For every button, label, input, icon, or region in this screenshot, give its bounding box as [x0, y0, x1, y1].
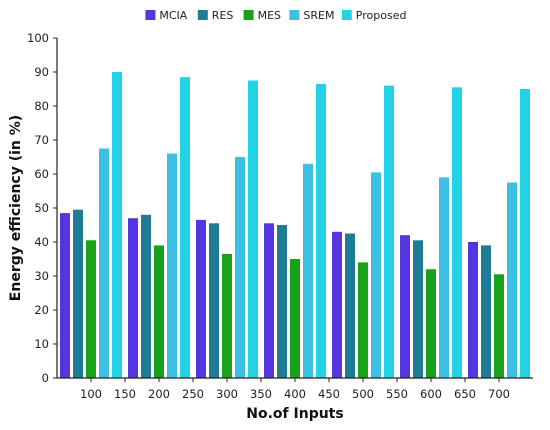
bar-res-500 [345, 233, 355, 378]
bar-res-200 [141, 214, 151, 378]
y-tick-label: 60 [34, 167, 49, 181]
x-tick-label: 350 [250, 387, 272, 401]
bar-srem-100 [99, 148, 109, 378]
bar-mes-700 [494, 274, 504, 378]
bar-mes-200 [154, 245, 164, 378]
bar-res-300 [209, 223, 219, 378]
bar-mes-300 [222, 253, 232, 378]
bar-res-400 [277, 225, 287, 378]
y-tick-label: 30 [34, 269, 49, 283]
bar-srem-200 [167, 153, 177, 378]
bar-proposed-300 [248, 80, 258, 378]
y-tick-label: 70 [34, 133, 49, 147]
bar-mcia-100 [60, 213, 70, 378]
y-tick-label: 100 [27, 31, 49, 45]
bar-mcia-500 [332, 231, 342, 378]
legend-swatch-proposed [341, 10, 352, 20]
y-tick-label: 40 [34, 235, 49, 249]
bar-proposed-400 [316, 83, 326, 379]
legend-label-mes: MES [258, 9, 281, 22]
x-tick-label: 100 [80, 387, 102, 401]
bar-mes-400 [290, 259, 300, 378]
bar-srem-600 [439, 177, 449, 378]
bar-srem-400 [303, 163, 313, 378]
x-tick-label: 200 [148, 387, 170, 401]
legend-swatch-srem [289, 10, 300, 20]
x-tick-label: 450 [318, 387, 340, 401]
bar-srem-700 [507, 182, 517, 378]
x-tick-label: 550 [386, 387, 408, 401]
y-tick-label: 10 [34, 337, 49, 351]
bar-proposed-500 [384, 85, 394, 378]
bar-mcia-400 [264, 223, 274, 378]
y-tick-label: 90 [34, 65, 49, 79]
x-tick-label: 250 [182, 387, 204, 401]
bar-mcia-200 [128, 218, 138, 378]
x-tick-label: 150 [114, 387, 136, 401]
x-tick-label: 650 [454, 387, 476, 401]
bar-res-100 [73, 209, 83, 378]
legend-label-srem: SREM [303, 9, 334, 22]
legend-label-proposed: Proposed [356, 9, 407, 22]
bar-mcia-700 [468, 242, 478, 378]
x-axis-title: No.of Inputs [246, 406, 343, 422]
legend-label-res: RES [212, 9, 234, 22]
legend-swatch-mes [243, 10, 254, 20]
x-tick-label: 300 [216, 387, 238, 401]
y-tick-label: 80 [34, 99, 49, 113]
legend: MCIA RES MES SREM Proposed [145, 9, 406, 22]
x-tick-label: 700 [488, 387, 510, 401]
bar-mes-500 [358, 262, 368, 378]
y-axis-title: Energy efficiency (in %) [8, 115, 24, 301]
bar-proposed-600 [452, 87, 462, 379]
bar-res-700 [481, 245, 491, 378]
bars-group [60, 72, 530, 379]
y-tick-label: 50 [34, 201, 49, 215]
bar-proposed-100 [112, 72, 122, 378]
legend-swatch-res [197, 10, 208, 20]
x-tick-label: 600 [420, 387, 442, 401]
ticks-group: 0 10 20 30 40 50 60 70 80 90 100 100 150 200 250 300 350… [27, 31, 510, 401]
bar-proposed-700 [520, 89, 530, 378]
bar-proposed-200 [180, 77, 190, 378]
bar-mes-100 [86, 240, 96, 378]
y-tick-label: 20 [34, 303, 49, 317]
bar-srem-300 [235, 157, 245, 378]
x-tick-label: 500 [352, 387, 374, 401]
legend-label-mcia: MCIA [159, 9, 187, 22]
x-tick-label: 400 [284, 387, 306, 401]
y-tick-label: 0 [42, 371, 49, 385]
legend-swatch-mcia [145, 10, 156, 20]
bar-res-600 [413, 240, 423, 378]
bar-mcia-600 [400, 235, 410, 378]
bar-srem-500 [371, 172, 381, 378]
bar-mes-600 [426, 269, 436, 378]
bar-mcia-300 [196, 219, 206, 378]
